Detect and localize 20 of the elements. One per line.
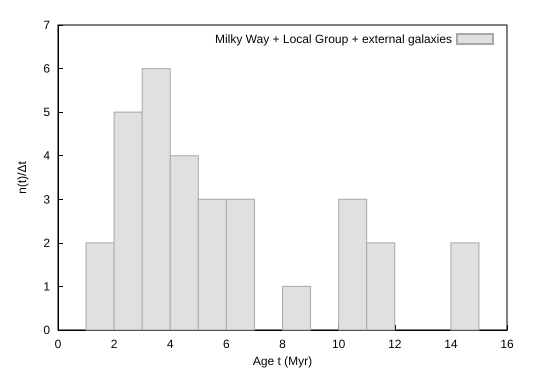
x-tick-label: 0 <box>54 337 62 351</box>
x-tick-label: 12 <box>388 337 402 351</box>
x-tick-label: 8 <box>279 337 286 351</box>
y-tick-label: 3 <box>43 192 50 206</box>
legend-label: Milky Way + Local Group + external galaxies <box>215 32 452 46</box>
y-tick-label: 6 <box>43 62 50 76</box>
x-tick-label: 10 <box>332 337 346 351</box>
y-tick-label: 4 <box>43 148 50 163</box>
y-tick-label: 7 <box>43 18 50 32</box>
y-tick-label: 2 <box>43 236 50 250</box>
y-tick-label: 5 <box>43 105 50 120</box>
x-tick-label: 4 <box>166 337 174 351</box>
x-tick-label: 2 <box>110 337 118 351</box>
x-axis-title: Age t (Myr) <box>252 354 312 368</box>
y-axis-title: n(t)/Δt <box>15 160 29 194</box>
y-tick-label: 1 <box>43 279 50 294</box>
y-tick-label: 0 <box>43 323 50 337</box>
x-tick-label: 14 <box>444 337 458 351</box>
x-tick-label: 6 <box>223 337 230 351</box>
x-tick-label: 16 <box>500 337 514 351</box>
